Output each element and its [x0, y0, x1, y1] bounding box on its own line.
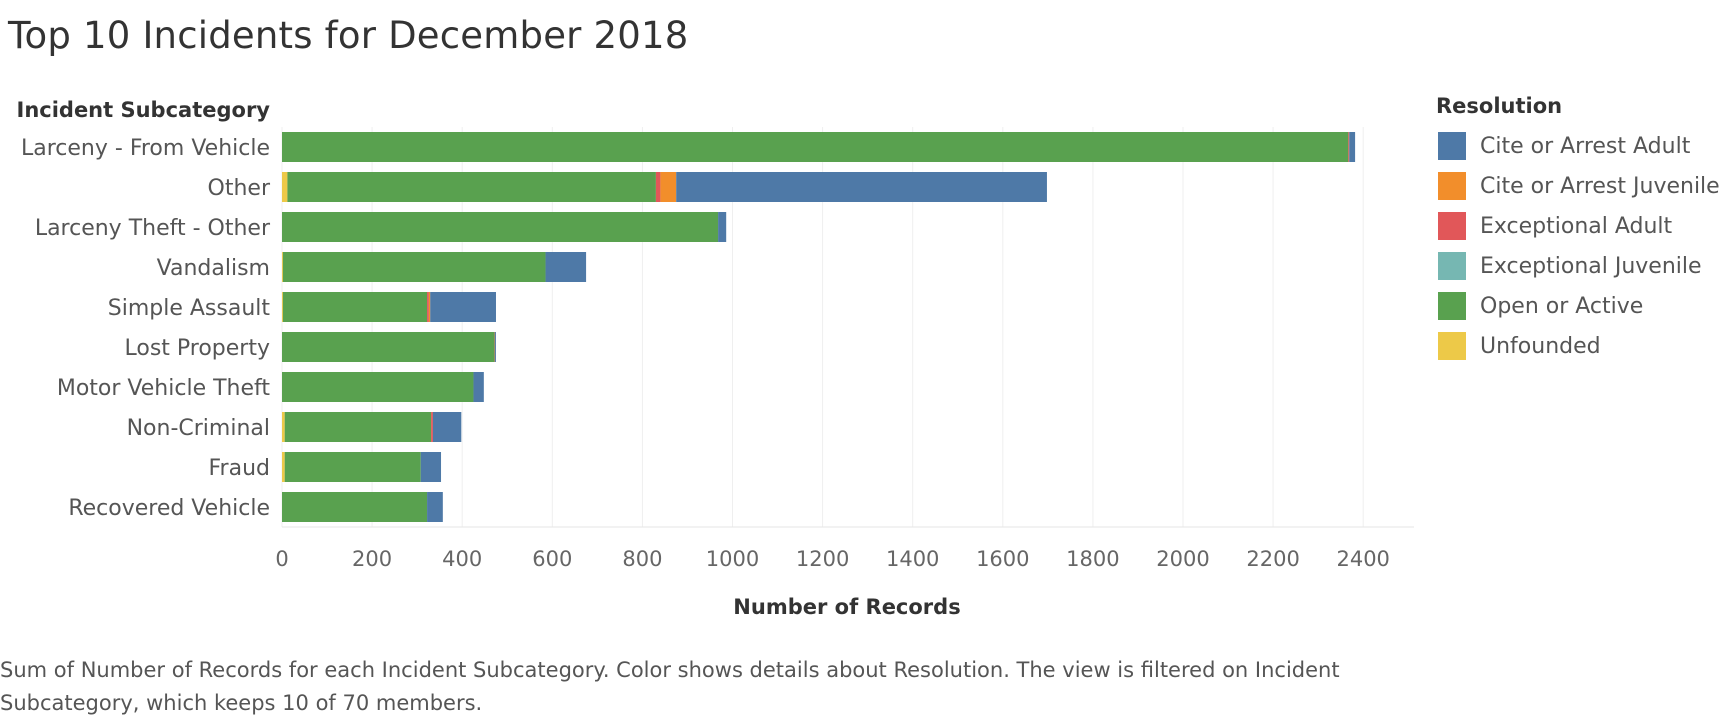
- category-label: Fraud: [209, 456, 271, 481]
- bar-segment[interactable]: [420, 452, 442, 482]
- category-label: Lost Property: [124, 336, 270, 361]
- category-labels: Larceny - From Vehicle Other Larceny Theft…: [21, 136, 271, 521]
- bar-segment[interactable]: [495, 332, 496, 362]
- bar-segment[interactable]: [282, 252, 546, 282]
- bar-segment[interactable]: [282, 452, 285, 482]
- category-axis-title: Incident Subcategory: [17, 98, 271, 122]
- bar-segment[interactable]: [282, 252, 283, 282]
- legend-item[interactable]: Open or Active: [1436, 286, 1720, 326]
- bar-segment[interactable]: [282, 412, 285, 442]
- chart-title: Top 10 Incidents for December 2018: [8, 14, 689, 57]
- x-tick-label: 400: [442, 547, 482, 571]
- category-label: Other: [208, 176, 271, 201]
- bar-segment[interactable]: [494, 332, 496, 362]
- x-tick-label: 1000: [706, 547, 759, 571]
- bar-segment[interactable]: [282, 132, 1349, 162]
- category-label: Larceny - From Vehicle: [21, 136, 270, 161]
- bar-segment[interactable]: [287, 172, 656, 202]
- bar-segment[interactable]: [432, 412, 462, 442]
- x-tick-label: 600: [532, 547, 572, 571]
- bar-segment[interactable]: [282, 332, 495, 362]
- legend-swatch: [1438, 252, 1466, 280]
- legend-label: Open or Active: [1480, 293, 1644, 319]
- bar-segment[interactable]: [428, 292, 431, 322]
- bar-segment[interactable]: [282, 372, 474, 402]
- bars-group: [282, 132, 1356, 522]
- legend-swatch: [1438, 292, 1466, 320]
- bar-segment[interactable]: [282, 172, 288, 202]
- bar-segment[interactable]: [430, 292, 496, 322]
- legend-item[interactable]: Unfounded: [1436, 326, 1720, 366]
- x-tick-label: 1800: [1066, 547, 1119, 571]
- category-label: Simple Assault: [108, 296, 271, 321]
- category-label: Non-Criminal: [127, 416, 270, 441]
- chart-caption: Sum of Number of Records for each Incide…: [0, 658, 1340, 715]
- bar-segment[interactable]: [655, 172, 661, 202]
- bar-segment[interactable]: [282, 212, 719, 242]
- bar-segment[interactable]: [427, 492, 443, 522]
- x-tick-label: 800: [622, 547, 662, 571]
- x-tick-label: 0: [275, 547, 288, 571]
- x-tick-labels: 0 200 400 600 800 1000 1200 1400 1600 1800 2000 220…: [275, 547, 1390, 571]
- legend-title: Resolution: [1436, 94, 1563, 118]
- category-label: Vandalism: [157, 256, 270, 281]
- legend-item[interactable]: Exceptional Adult: [1436, 206, 1720, 246]
- bar-segment[interactable]: [718, 212, 727, 242]
- bar-segment[interactable]: [431, 412, 433, 442]
- bar-segment[interactable]: [282, 292, 428, 322]
- legend-label: Cite or Arrest Adult: [1480, 133, 1691, 159]
- category-label: Motor Vehicle Theft: [57, 376, 271, 401]
- bar-segment[interactable]: [284, 412, 432, 442]
- x-tick-label: 1200: [796, 547, 849, 571]
- legend-item[interactable]: Cite or Arrest Adult: [1436, 126, 1720, 166]
- category-label: Larceny Theft - Other: [35, 216, 271, 241]
- x-tick-label: 2000: [1156, 547, 1209, 571]
- legend-swatch: [1438, 132, 1466, 160]
- bar-segment[interactable]: [676, 172, 1047, 202]
- legend-swatch: [1438, 332, 1466, 360]
- bar-chart: Incident Subcategory Larceny - From Vehi…: [17, 98, 1414, 619]
- legend-swatch: [1438, 212, 1466, 240]
- x-tick-label: 2400: [1336, 547, 1389, 571]
- legend-item[interactable]: Cite or Arrest Juvenile: [1436, 166, 1720, 206]
- bar-segment[interactable]: [1348, 132, 1350, 162]
- bar-segment[interactable]: [660, 172, 677, 202]
- legend-label: Unfounded: [1480, 333, 1601, 359]
- x-tick-label: 2200: [1246, 547, 1299, 571]
- legend: Resolution Cite or Arrest Adult Cite or A…: [1436, 94, 1720, 366]
- x-axis-title: Number of Records: [733, 595, 960, 619]
- legend-swatch: [1438, 172, 1466, 200]
- legend-label: Exceptional Juvenile: [1480, 253, 1702, 279]
- x-tick-label: 1600: [976, 547, 1029, 571]
- bar-segment[interactable]: [1349, 132, 1356, 162]
- bar-segment[interactable]: [545, 252, 587, 282]
- bar-segment[interactable]: [282, 492, 428, 522]
- legend-items: Cite or Arrest Adult Cite or Arrest Juven…: [1436, 126, 1720, 366]
- x-tick-label: 1400: [886, 547, 939, 571]
- bar-segment[interactable]: [473, 372, 484, 402]
- bar-segment[interactable]: [282, 292, 283, 322]
- legend-label: Cite or Arrest Juvenile: [1480, 173, 1720, 199]
- x-tick-label: 200: [352, 547, 392, 571]
- legend-item[interactable]: Exceptional Juvenile: [1436, 246, 1720, 286]
- legend-label: Exceptional Adult: [1480, 213, 1673, 239]
- category-label: Recovered Vehicle: [68, 496, 270, 521]
- bar-segment[interactable]: [427, 292, 429, 322]
- bar-segment[interactable]: [284, 452, 421, 482]
